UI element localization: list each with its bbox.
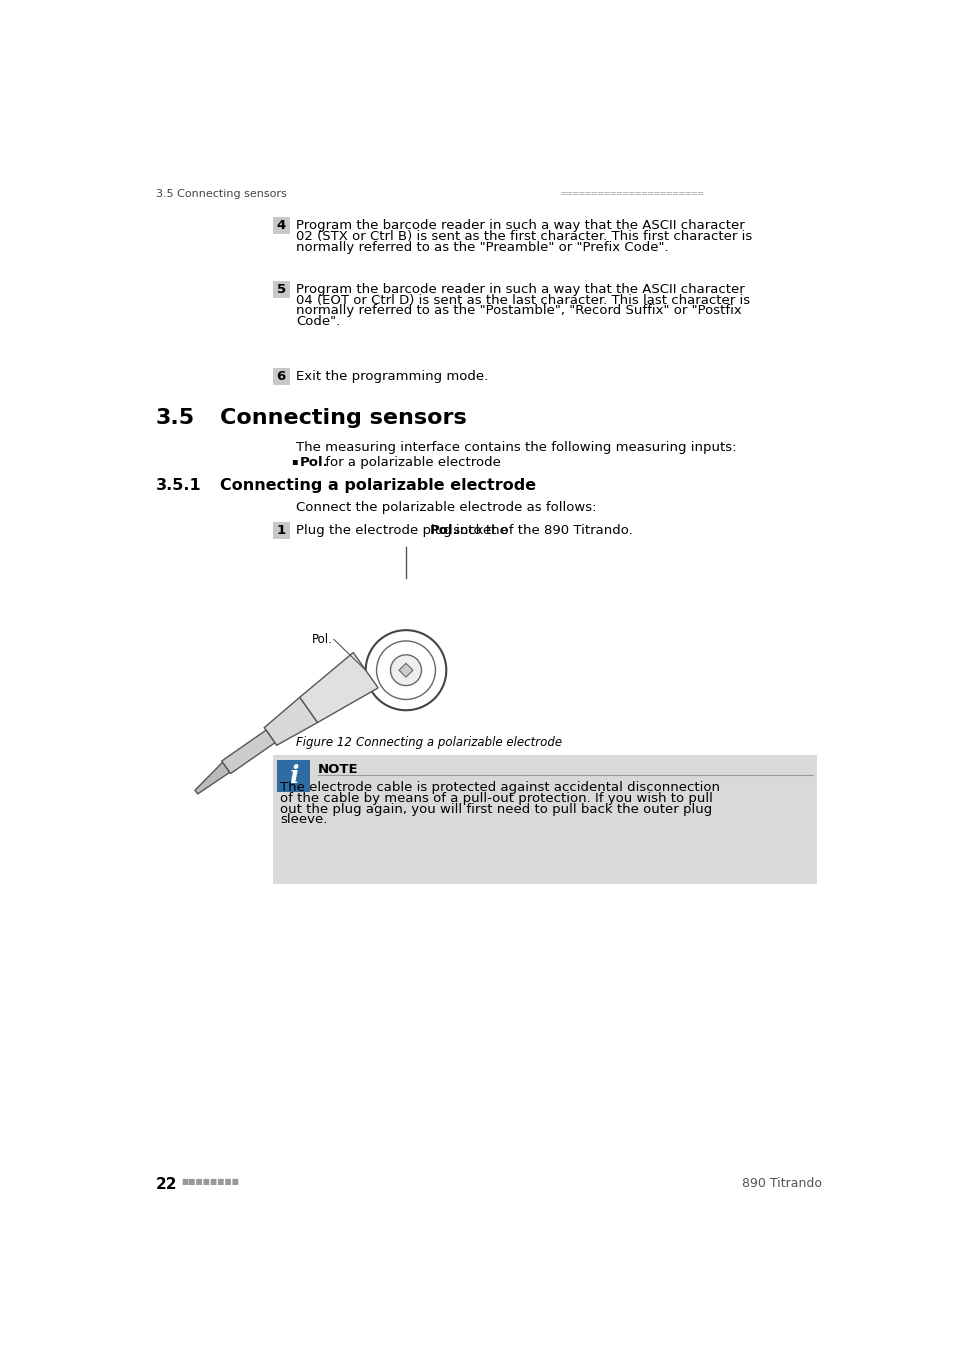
- FancyBboxPatch shape: [273, 522, 290, 539]
- Polygon shape: [194, 763, 230, 794]
- Text: Code".: Code".: [295, 316, 340, 328]
- Polygon shape: [299, 652, 377, 722]
- Text: =======================: =======================: [560, 189, 704, 198]
- Text: Figure 12: Figure 12: [295, 736, 352, 749]
- Text: 22: 22: [155, 1177, 177, 1192]
- Text: Connect the polarizable electrode as follows:: Connect the polarizable electrode as fol…: [295, 501, 596, 514]
- Text: normally referred to as the "Postamble", "Record Suffix" or "Postfix: normally referred to as the "Postamble",…: [295, 305, 740, 317]
- Text: Connecting a polarizable electrode: Connecting a polarizable electrode: [355, 736, 561, 749]
- Text: The measuring interface contains the following measuring inputs:: The measuring interface contains the fol…: [295, 440, 736, 454]
- FancyBboxPatch shape: [273, 281, 290, 298]
- FancyBboxPatch shape: [273, 369, 290, 385]
- Text: NOTE: NOTE: [317, 763, 358, 776]
- Text: Connecting sensors: Connecting sensors: [220, 409, 466, 428]
- Circle shape: [365, 630, 446, 710]
- Text: 890 Titrando: 890 Titrando: [741, 1177, 821, 1189]
- Text: ▪: ▪: [291, 456, 297, 466]
- Text: 4: 4: [276, 220, 286, 232]
- Text: Pol.: Pol.: [430, 524, 458, 537]
- FancyBboxPatch shape: [277, 760, 310, 792]
- Text: ■■■■■■■■: ■■■■■■■■: [181, 1177, 239, 1185]
- Text: 3.5.1: 3.5.1: [155, 478, 201, 493]
- Text: 3.5 Connecting sensors: 3.5 Connecting sensors: [155, 189, 286, 198]
- Text: out the plug again, you will first need to pull back the outer plug: out the plug again, you will first need …: [280, 803, 712, 815]
- Text: of the cable by means of a pull-out protection. If you wish to pull: of the cable by means of a pull-out prot…: [280, 792, 713, 805]
- Text: Program the barcode reader in such a way that the ASCII character: Program the barcode reader in such a way…: [295, 219, 744, 232]
- Text: socket of the 890 Titrando.: socket of the 890 Titrando.: [448, 524, 632, 537]
- Polygon shape: [221, 730, 274, 774]
- Text: Exit the programming mode.: Exit the programming mode.: [295, 370, 488, 383]
- FancyBboxPatch shape: [273, 217, 290, 235]
- FancyBboxPatch shape: [273, 755, 816, 884]
- Text: 6: 6: [276, 370, 286, 383]
- Polygon shape: [398, 663, 413, 678]
- Text: Plug the electrode plug into the: Plug the electrode plug into the: [295, 524, 512, 537]
- Circle shape: [390, 655, 421, 686]
- Text: for a polarizable electrode: for a polarizable electrode: [320, 456, 500, 470]
- Text: The electrode cable is protected against accidental disconnection: The electrode cable is protected against…: [280, 782, 720, 794]
- Text: sleeve.: sleeve.: [280, 814, 328, 826]
- Text: i: i: [289, 764, 298, 787]
- Text: 04 (EOT or Ctrl D) is sent as the last character. This last character is: 04 (EOT or Ctrl D) is sent as the last c…: [295, 294, 749, 306]
- Polygon shape: [264, 698, 317, 745]
- Text: Pol.: Pol.: [312, 633, 332, 645]
- Text: 02 (STX or Ctrl B) is sent as the first character. This first character is: 02 (STX or Ctrl B) is sent as the first …: [295, 230, 751, 243]
- Text: 5: 5: [276, 284, 286, 296]
- Text: Program the barcode reader in such a way that the ASCII character: Program the barcode reader in such a way…: [295, 284, 744, 296]
- Circle shape: [376, 641, 435, 699]
- Text: 1: 1: [276, 524, 286, 537]
- Text: normally referred to as the "Preamble" or "Prefix Code".: normally referred to as the "Preamble" o…: [295, 240, 668, 254]
- Text: Pol.: Pol.: [299, 456, 328, 470]
- Text: Connecting a polarizable electrode: Connecting a polarizable electrode: [220, 478, 536, 493]
- Text: 3.5: 3.5: [155, 409, 194, 428]
